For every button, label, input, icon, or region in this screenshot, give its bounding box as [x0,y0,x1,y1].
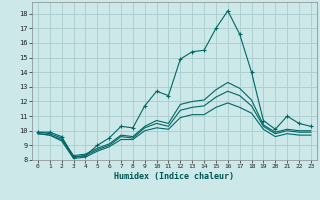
X-axis label: Humidex (Indice chaleur): Humidex (Indice chaleur) [115,172,234,181]
